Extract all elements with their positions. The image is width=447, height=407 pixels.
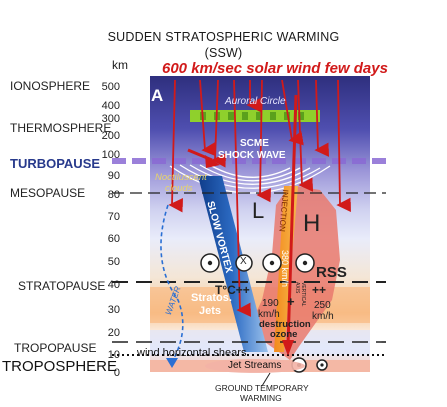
km-tick-label: 300 <box>101 113 120 125</box>
wind-shears-label: wind horizontal shears <box>137 347 247 359</box>
shock-wave-label: SHOCK WAVE <box>218 150 286 161</box>
panel-label: A <box>151 86 164 105</box>
layer-tropopause: TROPOPAUSE <box>14 341 97 355</box>
plusplus-label: ++ <box>312 283 327 297</box>
speed-380-label: 380 km/h <box>280 250 290 288</box>
rss-label: RSS <box>316 264 347 281</box>
solar-wind-arrows <box>168 79 351 317</box>
solar-wind-label: 600 km/sec solar wind few days <box>162 60 388 77</box>
high-pressure-plume <box>248 185 340 360</box>
layer-mesopause: MESOPAUSE <box>10 186 86 200</box>
km-tick-label: 90 <box>107 170 120 182</box>
speed-190-label-2: km/h <box>258 309 280 320</box>
stratos-jets-label-2: Jets <box>199 305 222 317</box>
stratos-jets-label-1: Stratos. <box>191 292 232 304</box>
speed-190-label-1: 190 <box>262 298 279 309</box>
destruction-label-2: ozone <box>270 329 298 340</box>
km-tick-label: 50 <box>107 256 120 268</box>
water-path <box>160 204 184 363</box>
layer-turbopause: TURBOPAUSE <box>10 156 101 171</box>
ground-warming-label-1: GROUND TEMPORARY <box>215 383 309 393</box>
temp-plus-label: T°C++ <box>215 283 250 297</box>
km-tick-label: 80 <box>107 189 120 201</box>
layer-stratopause: STRATOPAUSE <box>18 279 106 293</box>
km-tick-label: 0 <box>113 367 120 379</box>
high-pressure-label: H <box>303 210 321 237</box>
km-tick-label: 20 <box>107 327 120 339</box>
km-unit-label: km <box>112 58 128 72</box>
vertical-axis-label-2: AXIS <box>294 282 300 294</box>
circle-x <box>235 254 253 272</box>
vertical-axis-label-1: VERTICAL <box>300 282 306 307</box>
km-tick-label: 30 <box>107 304 120 316</box>
layer-ionosphere: IONOSPHERE <box>10 79 91 93</box>
layer-troposphere: TROPOSPHERE <box>2 358 118 375</box>
x-mark-label: X <box>240 256 247 267</box>
destruction-label-1: destruction <box>259 319 311 330</box>
low-pressure-label: L <box>252 198 265 223</box>
diagram-title: SUDDEN STRATOSPHERIC WARMING <box>107 30 340 44</box>
speed-250-label-1: 250 <box>314 300 331 311</box>
jet-streams-area <box>205 359 305 373</box>
km-tick-label: 400 <box>101 100 120 112</box>
noctiluscent-label-1: Noctiluscent <box>155 172 207 183</box>
km-tick-label: 500 <box>101 81 120 93</box>
km-tick-label: 200 <box>101 130 120 142</box>
scme-label: SCME <box>240 138 269 149</box>
diagram-subtitle: (SSW) <box>204 46 243 60</box>
ground-warming-label-2: WARMING <box>240 393 282 403</box>
km-tick-label: 70 <box>107 211 120 223</box>
speed-250-label-2: km/h <box>312 311 334 322</box>
jet-streams-label: Jet Streams <box>228 360 282 371</box>
auroral-circle-label: Auroral Circle <box>225 96 286 107</box>
injection-arrow <box>286 94 298 346</box>
plus-sign-label: + <box>287 294 295 309</box>
layer-thermosphere: THERMOSPHERE <box>10 121 112 135</box>
noctiluscent-label-2: clouds <box>165 183 193 194</box>
km-tick-label: 60 <box>107 233 120 245</box>
